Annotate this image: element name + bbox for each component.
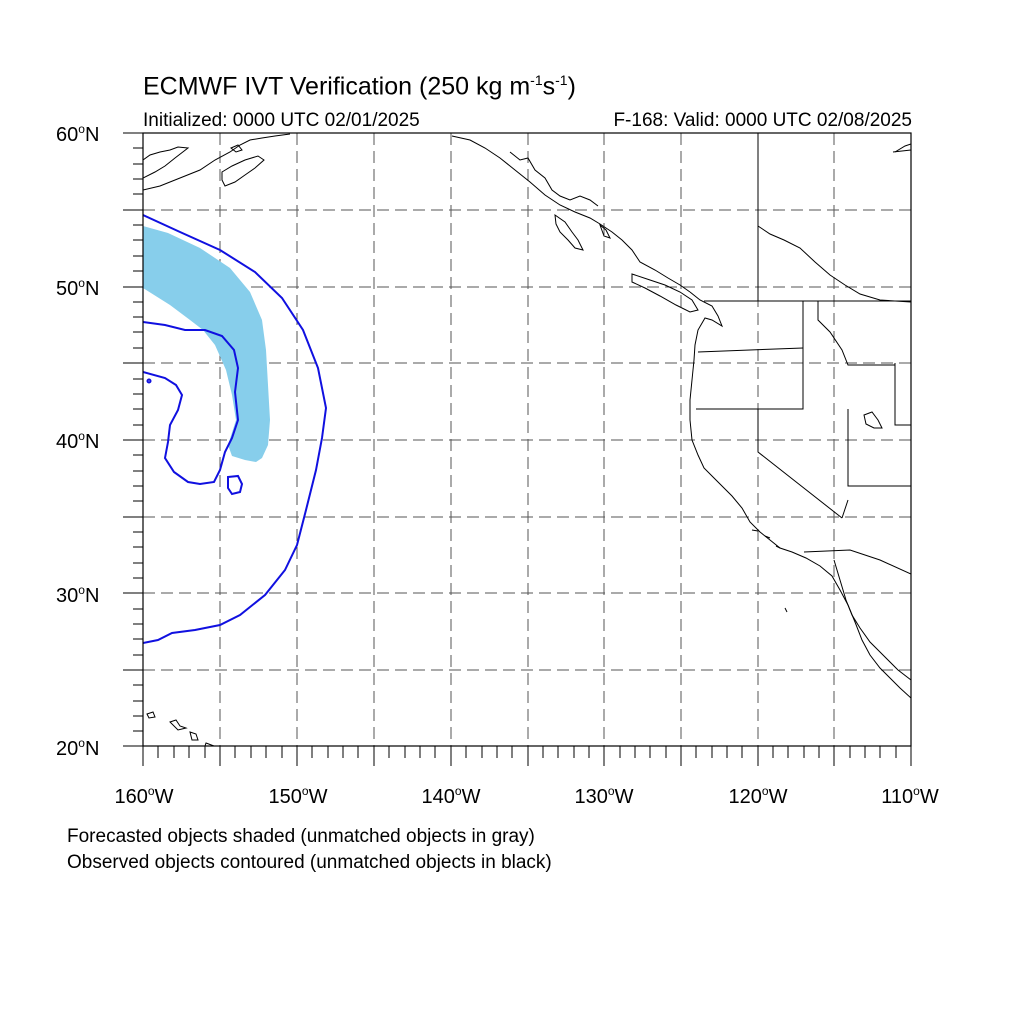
observed-contours xyxy=(143,214,328,644)
lat-label-60: 60oN xyxy=(56,122,100,146)
initialized-label: Initialized: 0000 UTC 02/01/2025 xyxy=(143,110,420,131)
axis-ticks xyxy=(123,132,912,766)
lon-label-120w: 120oW xyxy=(728,784,788,808)
title-exp1: -1 xyxy=(530,72,543,88)
title-mid: s xyxy=(542,72,556,101)
lon-label-150w: 150oW xyxy=(268,784,328,808)
lat-label-30: 30oN xyxy=(56,583,100,607)
lon-label-140w: 140oW xyxy=(421,784,481,808)
chart-title: ECMWF IVT Verification (250 kg m-1s-1) xyxy=(143,72,576,101)
valid-label: F-168: Valid: 0000 UTC 02/08/2025 xyxy=(613,110,912,131)
lat-label-50: 50oN xyxy=(56,276,100,300)
coastlines xyxy=(143,133,911,746)
lon-label-130w: 130oW xyxy=(574,784,634,808)
title-close: ) xyxy=(567,72,576,101)
observed-note: Observed objects contoured (unmatched ob… xyxy=(67,852,552,873)
title-main: ECMWF IVT Verification (250 kg m xyxy=(143,72,531,101)
lat-label-40: 40oN xyxy=(56,429,100,453)
lat-label-20: 20oN xyxy=(56,736,100,760)
forecast-note: Forecasted objects shaded (unmatched obj… xyxy=(67,826,535,847)
lon-label-160w: 160oW xyxy=(114,784,174,808)
lon-label-110w: 110oW xyxy=(881,784,939,808)
title-exp2: -1 xyxy=(555,72,568,88)
forecast-object xyxy=(143,226,270,462)
